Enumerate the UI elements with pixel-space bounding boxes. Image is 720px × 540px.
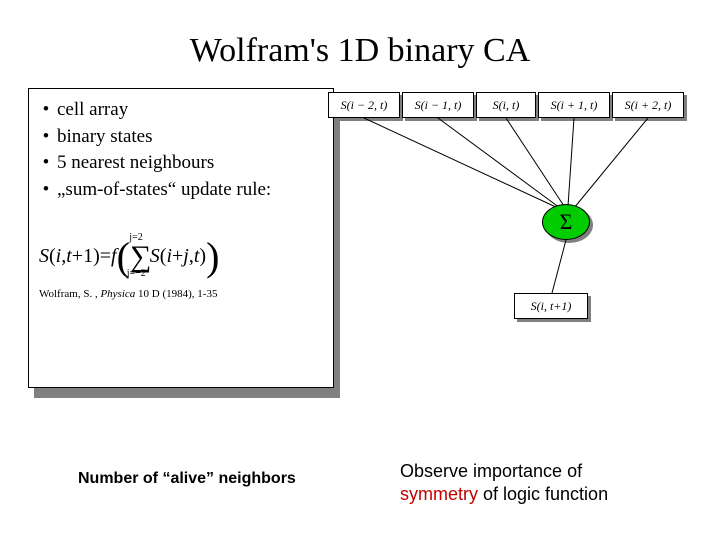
observe-line2: of logic function: [478, 484, 608, 504]
formula-inner: S(i+j,t): [150, 245, 206, 267]
observe-symmetry: symmetry: [400, 484, 478, 504]
formula: S(i,t+1)=f(∑j=2j=−2S(i+j,t)): [35, 225, 325, 272]
sigma-node: Σ: [542, 204, 590, 240]
formula-lower: j=−2: [127, 268, 146, 279]
list-item: •5 nearest neighbours: [35, 150, 325, 177]
cell-label: S(i − 2, t): [328, 92, 400, 118]
cell-label: S(i, t): [476, 92, 536, 118]
cells-row: S(i − 2, t)S(i − 1, t)S(i, t)S(i + 1, t)…: [328, 92, 700, 118]
bullet-list: •cell array •binary states •5 nearest ne…: [35, 97, 325, 203]
slide-title: Wolfram's 1D binary CA: [0, 0, 720, 88]
cell-label: S(i + 1, t): [538, 92, 610, 118]
observe-line1: Observe importance of: [400, 461, 582, 481]
citation-rest: 10 D (1984), 1-35: [138, 288, 217, 300]
observe-text: Observe importance of symmetry of logic …: [400, 460, 700, 505]
cell-label: S(i + 2, t): [612, 92, 684, 118]
bullet-text: „sum-of-states“ update rule:: [57, 177, 325, 204]
bullet-text: 5 nearest neighbours: [57, 150, 325, 177]
bottom-caption: Number of “alive” neighbors: [78, 470, 296, 488]
formula-upper: j=2: [129, 232, 142, 243]
list-item: •„sum-of-states“ update rule:: [35, 177, 325, 204]
sigma-ellipse: Σ: [542, 204, 590, 240]
list-item: •cell array: [35, 97, 325, 124]
cell: S(i + 2, t): [612, 92, 684, 118]
cell-label: S(i − 1, t): [402, 92, 474, 118]
cell: S(i + 1, t): [538, 92, 610, 118]
cell: S(i − 1, t): [402, 92, 474, 118]
cell: S(i − 2, t): [328, 92, 400, 118]
cell: S(i, t): [476, 92, 536, 118]
right-column: S(i − 2, t)S(i − 1, t)S(i, t)S(i + 1, t)…: [334, 88, 694, 388]
textbox: •cell array •binary states •5 nearest ne…: [28, 88, 334, 388]
content-row: •cell array •binary states •5 nearest ne…: [0, 88, 720, 388]
bullet-text: cell array: [57, 97, 325, 124]
citation-journal: Physica: [100, 288, 138, 300]
citation-author: Wolfram, S. ,: [39, 288, 100, 300]
bullet-text: binary states: [57, 124, 325, 151]
connector-lines: [334, 88, 694, 368]
citation: Wolfram, S. , Physica 10 D (1984), 1-35: [35, 288, 325, 300]
formula-lhs: S(i,t+1)=f: [39, 245, 117, 267]
diagram: S(i − 2, t)S(i − 1, t)S(i, t)S(i + 1, t)…: [334, 88, 694, 368]
output-cell-wrap: S(i, t+1): [514, 293, 588, 319]
list-item: •binary states: [35, 124, 325, 151]
left-column: •cell array •binary states •5 nearest ne…: [28, 88, 334, 388]
output-cell: S(i, t+1): [514, 293, 588, 319]
